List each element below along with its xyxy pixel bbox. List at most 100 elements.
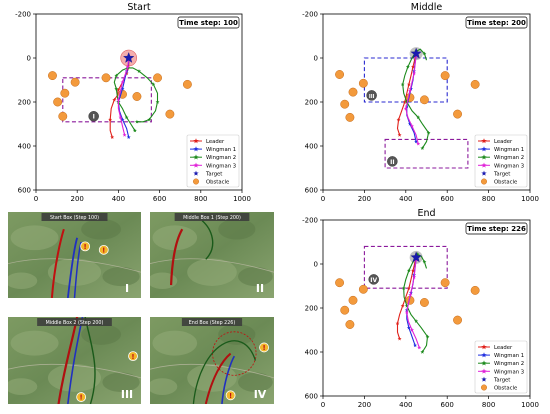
trajectory-marker <box>415 252 420 256</box>
chart-2: 0 200 400 600 800 1000 -200 0 200 400 600 IV End Time… <box>302 208 539 409</box>
terrain-patch <box>152 330 198 356</box>
x-tick-label: 800 <box>194 195 207 203</box>
plot-content: IV <box>335 245 480 354</box>
y-tick-label: 200 <box>305 305 318 313</box>
obstacle-point <box>340 99 350 109</box>
terrain-patch <box>150 378 178 395</box>
region-box <box>62 77 152 123</box>
panel-header: Middle Box 2 (Step 200) <box>46 320 104 326</box>
obstacle-point <box>340 305 350 315</box>
wingman-track <box>221 355 236 404</box>
legend-entry: Wingman 1 <box>494 147 524 153</box>
terrain-patch <box>10 330 59 356</box>
terrain-patch <box>152 225 198 251</box>
obstacle-point <box>60 88 70 98</box>
y-tick-label: 200 <box>18 99 31 107</box>
trajectory-leader <box>396 53 417 136</box>
warning-icon <box>98 244 109 255</box>
obstacle-point <box>470 79 480 89</box>
trajectory-marker <box>402 99 407 104</box>
trajectory-marker <box>120 117 125 122</box>
legend-entry: Wingman 2 <box>494 155 524 161</box>
panel-header-bg <box>181 318 243 326</box>
plot-frame <box>322 219 531 397</box>
x-tick-label: 0 <box>34 195 38 203</box>
trajectory-marker <box>407 88 412 93</box>
trajectory-marker <box>137 69 141 73</box>
legend-box <box>186 134 240 188</box>
trajectory-marker <box>112 97 117 102</box>
legend-entry: Wingman 1 <box>494 353 524 359</box>
region-box <box>363 245 448 289</box>
panel-roman-numeral: I <box>125 282 129 295</box>
trajectory-marker <box>407 121 412 126</box>
trajectory-marker <box>400 303 405 308</box>
x-tick-label: 200 <box>358 195 371 203</box>
target-star <box>410 251 422 263</box>
box-marker-label: I <box>93 114 95 121</box>
legend-swatch <box>193 138 199 144</box>
terrain-patch <box>238 266 273 287</box>
x-tick-label: 600 <box>441 195 454 203</box>
x-tick-label: 800 <box>482 401 495 409</box>
obstacle-point <box>335 278 345 288</box>
legend-swatch <box>481 376 487 382</box>
chart-0: 0 200 400 600 800 1000 -200 0 200 400 600 I Start Tim… <box>15 2 251 203</box>
terrain-patch <box>218 323 256 345</box>
trajectory-marker <box>410 327 415 332</box>
x-tick-label: 600 <box>153 195 166 203</box>
trajectory-marker <box>114 73 119 78</box>
trajectory-marker <box>416 141 421 146</box>
plot-content: I <box>48 49 192 139</box>
x-tick-label: 400 <box>112 195 125 203</box>
y-tick-label: -200 <box>15 11 31 19</box>
trajectory-marker <box>406 325 411 330</box>
road-line <box>150 363 274 379</box>
trajectory-marker <box>413 343 418 348</box>
trajectory-leader <box>396 257 417 339</box>
terrain-patch <box>102 266 140 287</box>
trajectory-wingman-3 <box>117 59 130 136</box>
panel-roman-numeral: III <box>121 388 133 401</box>
obstacle-point <box>345 320 355 329</box>
trajectory-wingman-3 <box>406 259 420 348</box>
obstacle-point <box>70 77 80 87</box>
obstacle-point <box>453 315 462 325</box>
legend-entry: Leader <box>494 139 513 145</box>
terrain-patch <box>81 323 122 345</box>
terrain-patch <box>238 372 273 392</box>
leader-track <box>169 228 184 286</box>
trajectory-marker <box>404 99 409 104</box>
time-step-label: Time step: 226 <box>467 225 526 233</box>
time-step-label: Time step: 100 <box>179 19 238 27</box>
obstacle-point <box>345 112 355 122</box>
warning-icon-glyph: ! <box>84 243 87 251</box>
terrain-patch <box>218 218 256 240</box>
trajectory-marker <box>116 97 121 102</box>
legend-swatch <box>481 146 487 152</box>
y-tick-label: 600 <box>305 187 318 195</box>
y-tick-label: 200 <box>305 99 318 107</box>
trajectory-marker <box>425 334 430 339</box>
trajectory-marker <box>108 117 113 122</box>
warning-icon <box>76 392 87 402</box>
legend-swatch <box>481 170 487 176</box>
chart-title: Start <box>127 2 150 13</box>
legend-swatch <box>193 170 199 176</box>
trajectory-marker <box>426 130 431 135</box>
time-step-box <box>465 16 528 29</box>
obstacle-point <box>440 278 450 288</box>
time-step-box <box>465 222 528 235</box>
obstacle-point <box>348 295 358 305</box>
box-marker <box>368 274 379 285</box>
trajectory-marker <box>396 117 401 122</box>
legend-swatch <box>481 344 487 350</box>
panel-header: Middle Box 1 (Step 200) <box>183 215 241 221</box>
legend-entry: Wingman 3 <box>206 163 236 169</box>
warning-icon-glyph: ! <box>102 246 105 254</box>
legend-entry: Obstacle <box>206 180 229 186</box>
trajectory-marker <box>120 80 125 84</box>
obstacle-point <box>53 97 63 107</box>
